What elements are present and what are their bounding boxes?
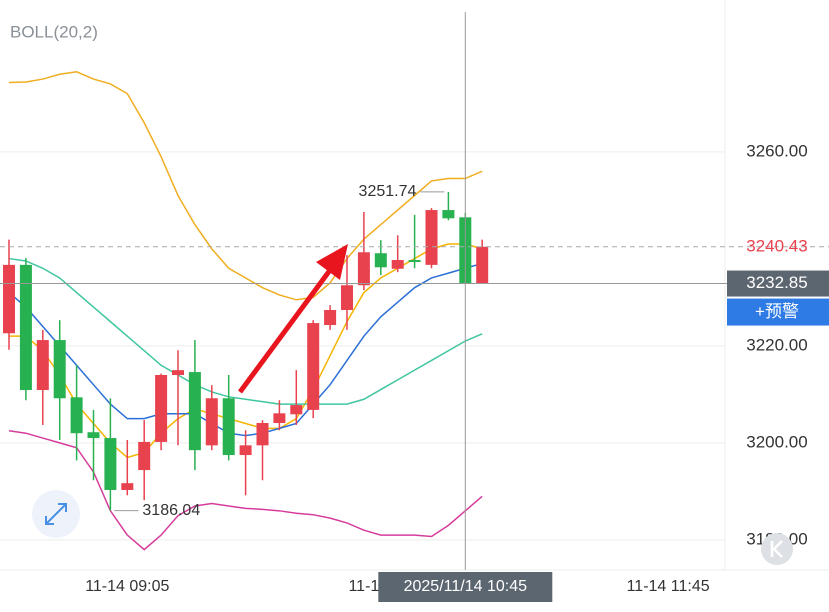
trend-arrow (237, 260, 339, 394)
candle-body (307, 323, 320, 410)
candle-body (104, 438, 117, 490)
candle-body (19, 264, 32, 391)
alert-button-label: +预警 (755, 302, 799, 321)
candle-body (442, 210, 455, 219)
candle-body (290, 405, 303, 415)
candle-body (239, 445, 252, 456)
annotation-label: 3251.74 (359, 183, 417, 200)
indicator-label: BOLL(20,2) (10, 22, 98, 41)
k-button[interactable] (761, 533, 793, 565)
x-tick-label: 11-14 09:05 (85, 578, 169, 595)
candle-body (53, 340, 66, 399)
crosshair-price-box (727, 270, 829, 297)
x-tick-label: 11-14 11:45 (627, 578, 710, 595)
candle-body (357, 252, 370, 286)
y-tick-label: 3200.00 (746, 432, 807, 451)
trend-arrow-head (316, 244, 348, 280)
candle-body (3, 264, 15, 334)
annotation-label: 3186.04 (142, 502, 200, 519)
candle-body (205, 398, 218, 446)
crosshair-time-label: 2025/11/14 10:45 (404, 578, 527, 595)
candle-body (188, 372, 201, 451)
candle-body (324, 309, 337, 326)
candle-body (138, 441, 151, 471)
candle-body (341, 285, 353, 310)
crosshair-time-box (378, 572, 553, 602)
expand-icon (45, 503, 67, 525)
candle-body (36, 340, 49, 391)
candle-body (222, 398, 235, 456)
indicator-line (8, 430, 483, 551)
candle-body (87, 432, 100, 439)
y-tick-label: 3260.00 (746, 141, 807, 160)
last-price-label: 3240.43 (746, 236, 807, 255)
candle-body (256, 423, 269, 446)
candle-body (391, 260, 404, 269)
y-tick-label: 3220.00 (746, 335, 807, 354)
k-icon (770, 540, 783, 558)
crosshair-price-label: 3232.85 (746, 273, 807, 292)
candle-body (374, 253, 387, 268)
candle-body (70, 397, 83, 434)
candle-body (476, 246, 489, 284)
alert-button[interactable] (727, 298, 829, 326)
candle-body (408, 260, 421, 262)
candle-body (425, 210, 438, 265)
candle-body (155, 374, 168, 442)
x-tick-label: 11-1 (348, 578, 379, 595)
indicator-line (8, 257, 483, 405)
candle-body (172, 370, 184, 375)
indicator-line (8, 71, 483, 301)
candle-body (273, 413, 286, 424)
candle-body (121, 483, 134, 490)
